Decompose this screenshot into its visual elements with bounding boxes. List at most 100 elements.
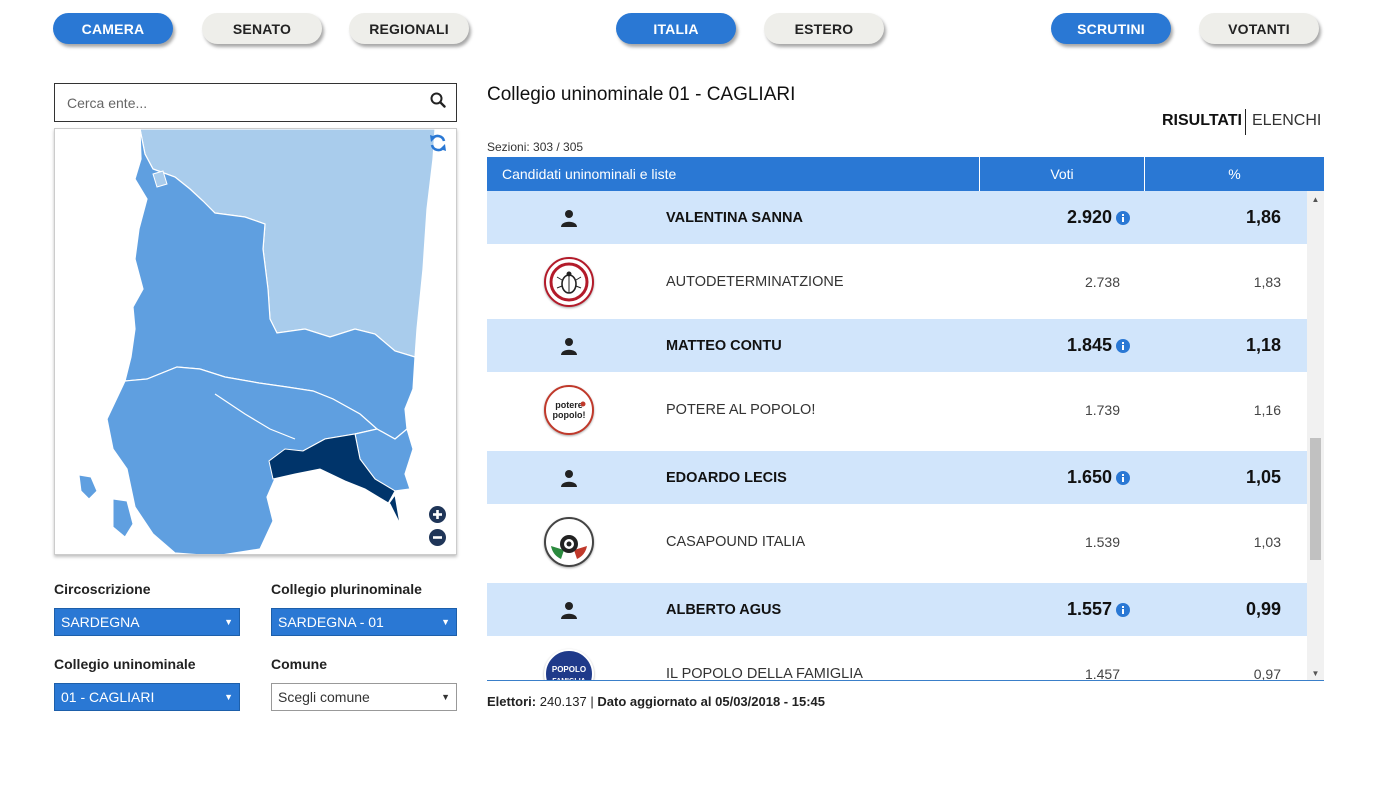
candidate-name: MATTEO CONTU bbox=[666, 337, 782, 354]
chevron-down-icon: ▼ bbox=[224, 692, 233, 702]
person-icon bbox=[487, 337, 650, 355]
candidate-votes: 2.920 bbox=[980, 207, 1135, 228]
col-header-percent: % bbox=[1228, 166, 1241, 182]
list-name: IL POPOLO DELLA FAMIGLIA bbox=[666, 665, 863, 681]
refresh-icon[interactable] bbox=[428, 133, 448, 158]
info-icon[interactable] bbox=[1116, 338, 1130, 353]
zoom-out-icon[interactable] bbox=[429, 529, 446, 551]
toggle-divider bbox=[1245, 109, 1246, 135]
comune-select[interactable]: Scegli comune ▼ bbox=[271, 683, 457, 711]
candidate-name: EDOARDO LECIS bbox=[666, 469, 787, 486]
list-votes: 1.457 bbox=[1084, 665, 1120, 681]
votanti-button[interactable]: VOTANTI bbox=[1199, 13, 1319, 44]
table-row: MATTEO CONTU 1.845 1,18 bbox=[487, 319, 1307, 372]
comune-label: Comune bbox=[271, 656, 327, 672]
chevron-down-icon: ▼ bbox=[441, 617, 450, 627]
party-logo bbox=[543, 256, 594, 307]
table-row: ALBERTO AGUS 1.557 0,99 bbox=[487, 583, 1307, 636]
plurinominale-value: SARDEGNA - 01 bbox=[278, 614, 384, 630]
list-name: POTERE AL POPOLO! bbox=[666, 401, 816, 418]
table-scrollbar[interactable]: ▲ ▼ bbox=[1307, 191, 1324, 680]
votes-value: 1.557 bbox=[1066, 599, 1112, 619]
list-percent: 1,16 bbox=[1253, 401, 1281, 418]
table-row: potere popolo! POTERE AL POPOLO! 1.739 1… bbox=[487, 372, 1307, 447]
elettori-value: 240.137 bbox=[539, 694, 587, 709]
casapound-logo-icon bbox=[548, 521, 589, 562]
candidate-name: VALENTINA SANNA bbox=[666, 209, 803, 226]
popolo-della-famiglia-logo-icon: POPOLO FAMIGLIA bbox=[547, 652, 590, 682]
col-header-candidates: Candidati uninominali e liste bbox=[487, 157, 980, 191]
scrutini-button[interactable]: SCRUTINI bbox=[1051, 13, 1171, 44]
scrollbar-thumb[interactable] bbox=[1310, 438, 1321, 560]
candidate-percent: 1,86 bbox=[1245, 207, 1281, 227]
party-logo bbox=[543, 516, 594, 567]
party-logo: potere popolo! bbox=[543, 384, 594, 435]
update-timestamp: Dato aggiornato al 05/03/2018 - 15:45 bbox=[597, 694, 825, 709]
search-input[interactable] bbox=[67, 94, 430, 111]
list-votes: 1.739 bbox=[1084, 401, 1120, 418]
regionali-button[interactable]: REGIONALI bbox=[349, 13, 469, 44]
list-name: CASAPOUND ITALIA bbox=[666, 533, 806, 550]
circoscrizione-value: SARDEGNA bbox=[61, 614, 140, 630]
chevron-down-icon: ▼ bbox=[441, 692, 450, 702]
elettori-label: Elettori: bbox=[487, 694, 537, 709]
table-row: AUTODETERMINATZIONE 2.738 1,83 bbox=[487, 244, 1307, 319]
info-icon[interactable] bbox=[1116, 470, 1130, 485]
comune-value: Scegli comune bbox=[278, 689, 370, 705]
tab-risultati[interactable]: RISULTATI bbox=[1162, 112, 1242, 129]
candidate-name: ALBERTO AGUS bbox=[666, 601, 782, 618]
info-icon[interactable] bbox=[1116, 210, 1130, 225]
plurinominale-label: Collegio plurinominale bbox=[271, 581, 422, 597]
circoscrizione-label: Circoscrizione bbox=[54, 581, 151, 597]
uninominale-label: Collegio uninominale bbox=[54, 656, 196, 672]
circoscrizione-select[interactable]: SARDEGNA ▼ bbox=[54, 608, 240, 636]
map-panel[interactable] bbox=[54, 128, 457, 555]
footer-info: Elettori: 240.137 | Dato aggiornato al 0… bbox=[487, 694, 825, 709]
party-logo: POPOLO FAMIGLIA bbox=[543, 648, 594, 682]
candidate-votes: 1.845 bbox=[980, 335, 1135, 356]
svg-text:FAMIGLIA: FAMIGLIA bbox=[552, 678, 585, 682]
party-logo-cell: potere popolo! bbox=[487, 384, 650, 435]
votes-value: 2.920 bbox=[1066, 207, 1112, 227]
chevron-down-icon: ▼ bbox=[224, 617, 233, 627]
svg-text:POPOLO: POPOLO bbox=[551, 665, 585, 674]
votes-value: 1.650 bbox=[1066, 467, 1112, 487]
uninominale-value: 01 - CAGLIARI bbox=[61, 689, 155, 705]
potere-al-popolo-logo-icon: potere popolo! bbox=[548, 389, 589, 430]
search-icon[interactable] bbox=[430, 92, 446, 113]
sezioni-count: Sezioni: 303 / 305 bbox=[487, 140, 584, 154]
table-row: POPOLO FAMIGLIA IL POPOLO DELLA FAMIGLIA… bbox=[487, 636, 1307, 682]
scroll-up-icon[interactable]: ▲ bbox=[1311, 195, 1320, 204]
uninominale-select[interactable]: 01 - CAGLIARI ▼ bbox=[54, 683, 240, 711]
tab-elenchi[interactable]: ELENCHI bbox=[1252, 112, 1322, 129]
list-name: AUTODETERMINATZIONE bbox=[666, 273, 844, 290]
results-table-body[interactable]: VALENTINA SANNA 2.920 1,86 AU bbox=[487, 191, 1324, 681]
candidate-percent: 1,05 bbox=[1245, 467, 1281, 487]
candidate-percent: 0,99 bbox=[1245, 599, 1281, 619]
person-icon bbox=[487, 209, 650, 227]
zoom-in-icon[interactable] bbox=[429, 506, 446, 528]
italia-button[interactable]: ITALIA bbox=[616, 13, 736, 44]
person-icon bbox=[487, 601, 650, 619]
estero-button[interactable]: ESTERO bbox=[764, 13, 884, 44]
sardinia-map[interactable] bbox=[55, 129, 457, 555]
list-votes: 2.738 bbox=[1084, 273, 1120, 290]
col-header-votes: Voti bbox=[980, 157, 1145, 191]
table-row: EDOARDO LECIS 1.650 1,05 bbox=[487, 451, 1307, 504]
table-row: CASAPOUND ITALIA 1.539 1,03 bbox=[487, 504, 1307, 579]
senato-button[interactable]: SENATO bbox=[202, 13, 322, 44]
footer-separator: | bbox=[590, 694, 594, 709]
info-icon[interactable] bbox=[1116, 602, 1130, 617]
svg-text:popolo!: popolo! bbox=[552, 410, 585, 420]
autodeterminatzione-logo-icon bbox=[549, 262, 588, 301]
scroll-down-icon[interactable]: ▼ bbox=[1311, 669, 1320, 678]
party-logo-cell: POPOLO FAMIGLIA bbox=[487, 648, 650, 682]
votes-value: 1.845 bbox=[1066, 335, 1112, 355]
list-votes: 1.539 bbox=[1084, 533, 1120, 550]
camera-button[interactable]: CAMERA bbox=[53, 13, 173, 44]
plurinominale-select[interactable]: SARDEGNA - 01 ▼ bbox=[271, 608, 457, 636]
page-title: Collegio uninominale 01 - CAGLIARI bbox=[487, 84, 796, 105]
table-row: VALENTINA SANNA 2.920 1,86 bbox=[487, 191, 1307, 244]
party-logo-cell bbox=[487, 256, 650, 307]
person-icon bbox=[487, 469, 650, 487]
